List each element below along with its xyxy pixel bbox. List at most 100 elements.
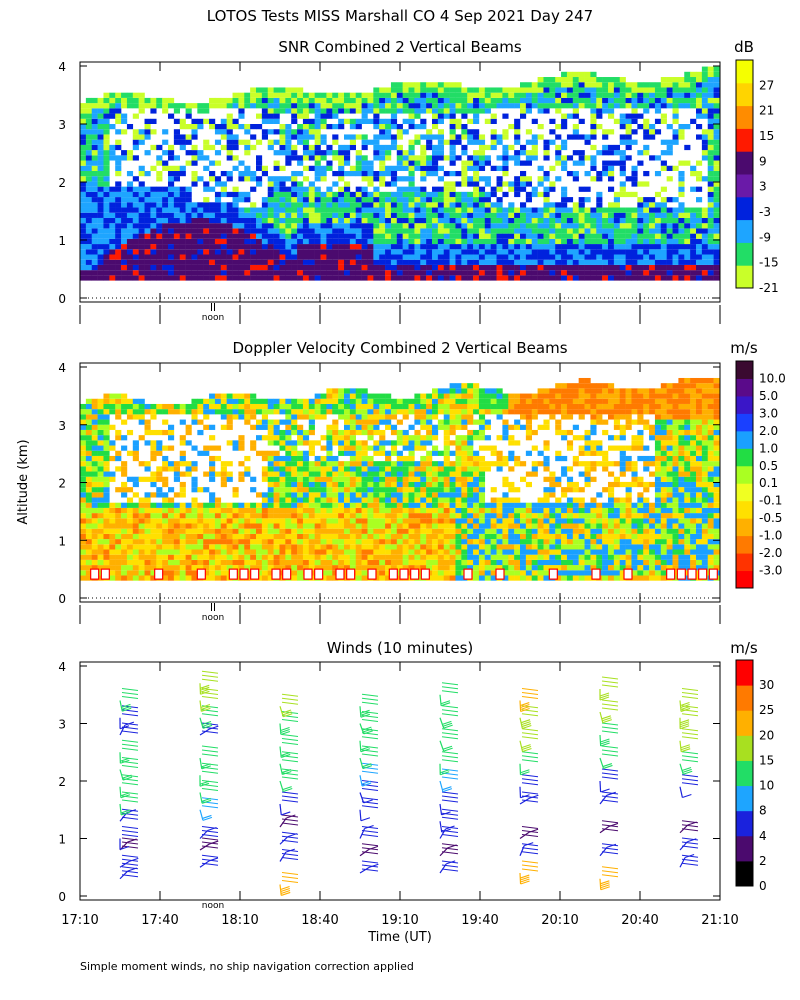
velocity-cell [244,502,251,508]
snr-cell [297,202,304,208]
velocity-cell [361,513,368,519]
snr-cell [121,92,128,98]
velocity-cell [338,492,345,498]
snr-cell [432,197,439,203]
velocity-cell [162,513,169,519]
snr-cell [314,264,321,271]
snr-cell [185,186,192,192]
snr-cell [297,238,304,245]
velocity-cell [261,492,268,498]
snr-cell [572,87,579,93]
velocity-cell [126,544,134,550]
velocity-cell [214,502,222,508]
velocity-cell [326,570,333,576]
snr-cell [502,191,509,198]
velocity-cell [209,398,216,404]
snr-cell [261,212,268,218]
velocity-cell [349,398,356,404]
snr-cell [572,150,579,156]
snr-cell [232,97,239,104]
velocity-cell [250,518,257,524]
snr-cell [390,170,398,177]
velocity-cell [185,559,192,566]
velocity-cell [361,398,368,404]
snr-cell [238,92,245,98]
snr-cell [432,264,439,271]
velocity-cell [396,492,403,498]
snr-cell [103,244,110,250]
velocity-cell [273,435,280,441]
snr-cell [696,275,703,281]
snr-cell [402,165,409,171]
velocity-cell [244,471,251,477]
velocity-cell [297,528,304,534]
snr-cell [302,275,310,281]
snr-cell [672,103,679,109]
snr-cell [449,228,456,234]
snr-cell [367,212,374,218]
velocity-cell [80,424,87,430]
snr-cell [97,103,104,109]
velocity-cell [320,414,327,420]
velocity-cell [220,471,227,477]
snr-cell [103,129,110,135]
velocity-cell [97,533,104,540]
snr-cell [349,254,356,260]
snr-cell [97,264,104,271]
velocity-cell [220,414,227,420]
snr-cell [338,92,345,98]
snr-cell [109,275,116,281]
snr-cell [390,254,398,260]
snr-cell [596,228,603,234]
velocity-cell [373,445,380,451]
velocity-cell [197,398,204,404]
snr-cell [555,207,562,213]
velocity-cell [349,507,356,514]
snr-cell [561,103,568,109]
snr-cell [666,233,673,239]
snr-cell [666,223,673,229]
snr-cell [226,202,233,208]
velocity-cell [373,513,380,519]
snr-cell [531,264,538,271]
snr-cell [613,118,620,124]
snr-cell [596,217,603,224]
velocity-cell [332,523,339,529]
snr-cell [261,223,268,229]
snr-cell [232,275,239,281]
velocity-cell [109,539,116,545]
velocity-cell [361,429,368,436]
velocity-cell [256,554,263,560]
snr-cell [713,124,720,130]
velocity-cell [385,533,392,540]
snr-cell [696,217,703,224]
velocity-cell [338,533,345,540]
snr-cell [132,129,139,135]
snr-cell [596,254,603,260]
snr-cell [214,223,222,229]
snr-cell [302,103,310,109]
snr-cell [654,191,662,198]
snr-cell [191,103,198,109]
snr-cell [109,264,116,271]
velocity-cell [361,570,368,576]
snr-cell [256,223,263,229]
snr-cell [144,212,151,218]
colorbar-swatch [736,128,753,152]
snr-cell [332,270,339,276]
velocity-cell [238,513,245,519]
velocity-cell [232,549,239,555]
snr-cell [367,244,374,250]
snr-cell [308,264,315,271]
snr-cell [467,108,474,114]
velocity-cell [126,528,134,534]
snr-cell [684,212,691,218]
snr-cell [590,82,597,88]
snr-cell [285,223,292,229]
snr-cell [678,97,685,104]
velocity-cell [132,533,139,540]
velocity-cell [349,481,356,488]
snr-cell [549,238,556,245]
snr-cell [402,238,409,245]
snr-cell [97,155,104,161]
